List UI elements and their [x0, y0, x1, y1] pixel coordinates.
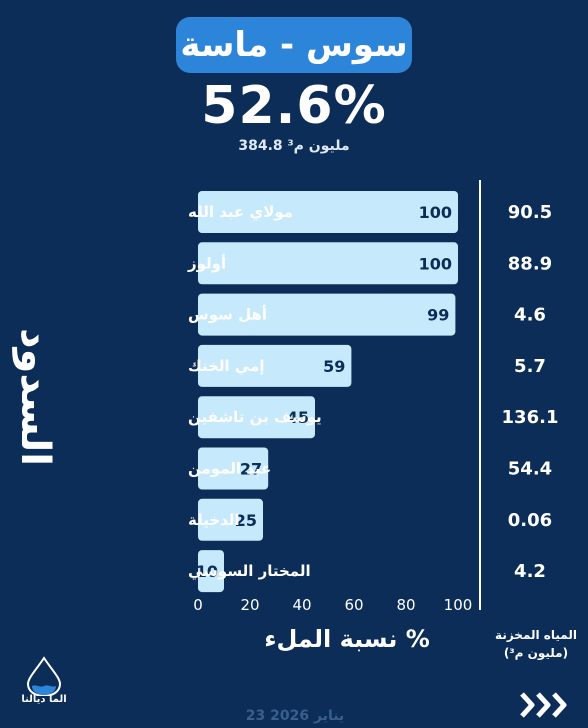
stored-water-value: 88.9	[508, 253, 552, 274]
bar-value-label: 59	[323, 357, 345, 376]
bar	[198, 447, 269, 490]
x-tick-label: 20	[240, 596, 259, 614]
brand-logo: الما ديالنا	[14, 656, 74, 712]
dam-name-label: أولوز	[187, 253, 226, 272]
bar	[198, 344, 352, 387]
dam-name-label: إمي الخنك	[188, 357, 265, 375]
stored-water-value: 90.5	[508, 202, 552, 223]
x-tick-label: 100	[444, 596, 473, 614]
bar	[198, 293, 456, 336]
bar-value-label: 10	[196, 562, 218, 581]
overall-volume: 384.8 مليون م³	[238, 138, 350, 154]
bar-value-label: 27	[240, 460, 262, 479]
x-tick-label: 80	[396, 596, 415, 614]
stored-water-value: 4.6	[514, 305, 546, 326]
region-title: سوس - ماسة	[176, 17, 412, 73]
publish-date: 23 يناير 2026	[245, 708, 345, 724]
dam-name-label: مولاي عبد الله	[188, 203, 293, 222]
logo-text: الما ديالنا	[21, 694, 67, 705]
water-drop-icon	[26, 656, 62, 698]
dam-name-label: المختار السوسي	[188, 562, 311, 580]
stored-water-value: 0.06	[508, 510, 552, 531]
bar	[198, 498, 263, 541]
stored-water-label: المياه المخزنة (مليون م³)	[484, 626, 588, 662]
stored-water-label-line2: (مليون م³)	[503, 646, 569, 660]
bar-value-label: 100	[419, 254, 452, 273]
bar	[198, 242, 458, 285]
dam-name-label: أهل سوس	[188, 305, 267, 324]
x-tick-label: 60	[344, 596, 363, 614]
x-tick-label: 40	[292, 596, 311, 614]
stored-water-value: 136.1	[502, 407, 559, 428]
overall-percentage: 52.6%	[201, 76, 387, 136]
bar	[198, 191, 458, 233]
dam-name-label: الدخيلة	[188, 511, 240, 529]
stored-water-label-line1: المياه المخزنة	[495, 628, 577, 642]
chevron-right-icon	[520, 692, 567, 718]
bar	[198, 550, 224, 593]
dam-name-label: عبد المومن	[188, 460, 271, 478]
bar	[198, 396, 315, 439]
bar-value-label: 99	[427, 306, 449, 325]
bar-value-label: 100	[419, 203, 452, 222]
stored-water-value: 5.7	[514, 356, 546, 377]
stored-water-value: 54.4	[508, 459, 552, 480]
stored-water-value: 4.2	[514, 561, 546, 582]
x-tick-label: 0	[193, 596, 203, 614]
bar-value-label: 25	[235, 511, 257, 530]
x-axis-label: نسبة الملء %	[264, 625, 430, 653]
dam-name-label: يوسف بن تاشفين	[188, 408, 322, 426]
bar-value-label: 45	[287, 408, 309, 427]
